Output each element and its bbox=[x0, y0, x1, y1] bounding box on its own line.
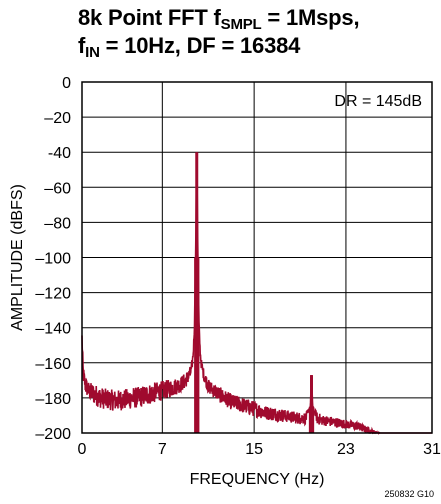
title-line-2-suffix: = 10Hz, DF = 16384 bbox=[99, 33, 301, 58]
title-line-1-subscript: SMPL bbox=[220, 16, 262, 33]
y-axis-label: AMPLITUDE (dBFS) bbox=[9, 184, 26, 331]
title-line-1-prefix: 8k Point FFT f bbox=[78, 5, 221, 30]
y-tick-label: -40 bbox=[48, 145, 71, 162]
y-tick-label: –140 bbox=[35, 321, 71, 338]
grid-lines bbox=[81, 81, 433, 434]
dynamic-range-annotation: DR = 145dB bbox=[334, 93, 422, 110]
chart-title-line-2: fIN = 10Hz, DF = 16384 bbox=[78, 32, 359, 60]
x-axis-label: FREQUENCY (Hz) bbox=[190, 471, 325, 488]
x-tick-label: 15 bbox=[245, 441, 263, 458]
series-layer bbox=[81, 152, 432, 435]
title-line-2-prefix: f bbox=[78, 33, 86, 58]
x-tick-label: 31 bbox=[423, 441, 441, 458]
y-tick-label: –200 bbox=[35, 426, 71, 443]
y-tick-label: –60 bbox=[44, 180, 71, 197]
x-tick-label: 23 bbox=[337, 441, 355, 458]
x-tick-labels: 0 7 15 23 31 bbox=[78, 441, 441, 458]
y-tick-label: –120 bbox=[35, 286, 71, 303]
y-tick-labels: 0 –20 -40 –60 –80 –100 –120 –140 –160 –180 –200 bbox=[35, 75, 71, 443]
y-tick-label: –20 bbox=[44, 110, 71, 127]
chart-title: 8k Point FFT fSMPL = 1Msps, fIN = 10Hz, … bbox=[78, 4, 360, 60]
x-tick-label: 7 bbox=[158, 441, 167, 458]
x-tick-label: 0 bbox=[78, 441, 87, 458]
title-line-1-suffix: = 1Msps, bbox=[261, 5, 360, 30]
y-tick-label: –100 bbox=[35, 251, 71, 268]
chart-title-line-1: 8k Point FFT fSMPL = 1Msps, bbox=[78, 4, 360, 33]
title-line-2-subscript: IN bbox=[85, 44, 100, 61]
figure-id: 250832 G10 bbox=[384, 489, 434, 499]
y-tick-label: 0 bbox=[62, 75, 71, 92]
y-tick-label: –160 bbox=[35, 356, 71, 373]
plot-frame bbox=[81, 81, 433, 434]
y-tick-label: –80 bbox=[44, 215, 71, 232]
y-tick-label: –180 bbox=[35, 391, 71, 408]
